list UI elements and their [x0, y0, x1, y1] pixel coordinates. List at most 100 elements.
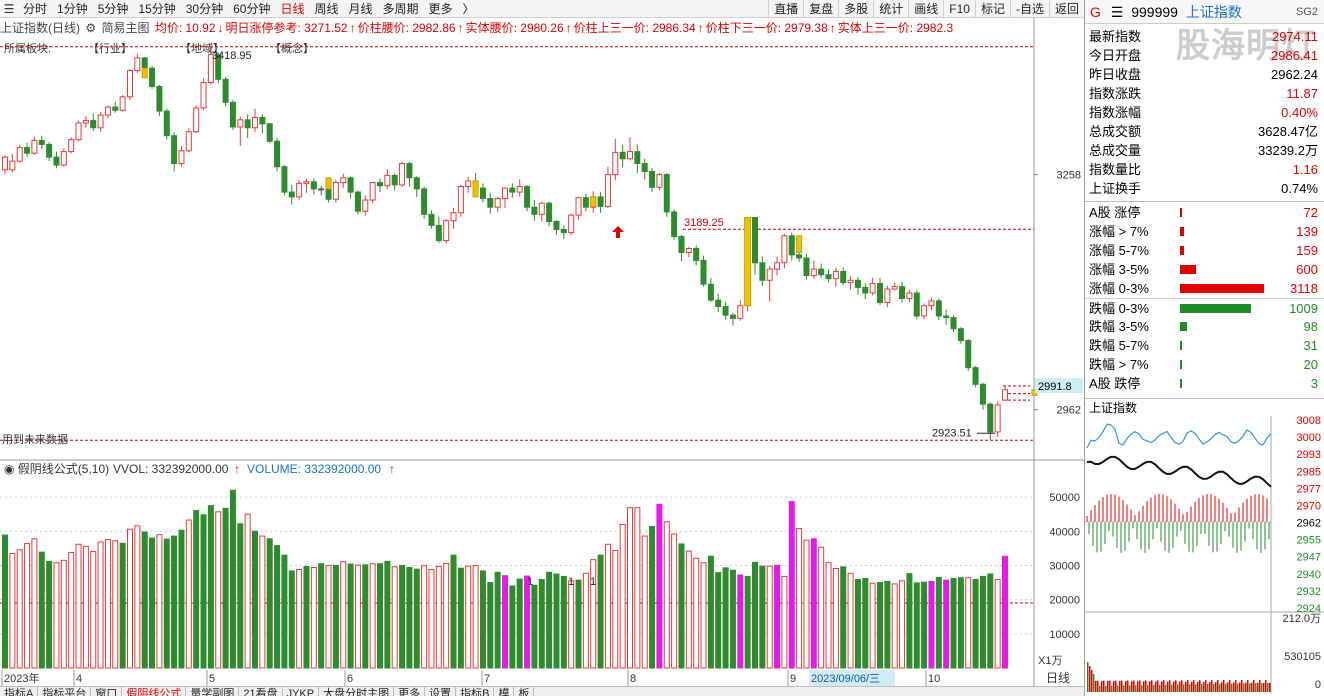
candle-body — [244, 119, 251, 129]
candle-body — [487, 197, 494, 208]
breadth-bar — [1180, 341, 1183, 350]
candle — [318, 185, 325, 196]
period-tab-7[interactable]: 周线 — [314, 2, 339, 16]
candle — [656, 173, 663, 191]
period-tab-4[interactable]: 30分钟 — [185, 2, 224, 16]
bottom-tab-12[interactable]: 板 — [514, 687, 535, 696]
volume-bar — [60, 559, 67, 669]
breadth-label: A股 跌停 — [1089, 376, 1141, 391]
candle — [119, 95, 126, 112]
mini-volume-bar — [1167, 681, 1169, 692]
volume-indicator-title: ◉ 假阴线公式(5,10) — [4, 462, 109, 476]
candle-body — [222, 78, 229, 103]
bottom-tab-10[interactable]: 指标B — [456, 687, 495, 696]
main-chart-name[interactable]: 简易主图 — [101, 21, 150, 35]
more-arrow-icon[interactable]: 〉 — [462, 2, 475, 16]
candle-body — [685, 247, 692, 253]
volume-bar — [384, 560, 391, 669]
mini-volume-bar — [1229, 680, 1231, 692]
volume-bar — [759, 565, 766, 669]
candle-body — [60, 151, 67, 166]
volume-bar — [244, 513, 251, 669]
mini-volume-bar — [1151, 680, 1153, 692]
candle-body — [134, 57, 141, 72]
bottom-tab-2[interactable]: 窗口 — [91, 687, 123, 696]
candle-body — [509, 187, 516, 193]
toolbar-button-5[interactable]: F10 — [943, 0, 975, 18]
toolbar-button-8[interactable]: 返回 — [1048, 0, 1084, 18]
menu-icon[interactable]: ☰ — [3, 2, 15, 16]
mini-volume-bar — [1219, 683, 1221, 692]
breadth-label: 跌幅 3-5% — [1089, 319, 1149, 334]
period-tab-2[interactable]: 5分钟 — [97, 2, 129, 16]
candle — [75, 120, 82, 142]
toolbar-button-6[interactable]: 标记 — [974, 0, 1010, 18]
candle — [972, 366, 979, 388]
period-tab-9[interactable]: 多周期 — [382, 2, 419, 16]
candle — [994, 401, 1001, 437]
period-tab-3[interactable]: 15分钟 — [138, 2, 176, 16]
toolbar-button-1[interactable]: 复盘 — [803, 0, 838, 18]
period-tab-6[interactable]: 日线 — [280, 2, 305, 16]
bottom-tab-8[interactable]: 更多 — [394, 687, 426, 696]
mini-volume-bar — [1265, 680, 1267, 692]
period-tab-5[interactable]: 60分钟 — [233, 2, 271, 16]
candle — [627, 137, 633, 161]
bottom-tab-6[interactable]: JYKP — [283, 687, 320, 696]
bottom-tab-1[interactable]: 指标平台 — [38, 687, 92, 696]
period-axis-label: 日线 — [1046, 671, 1070, 685]
mini-volume-bar — [1093, 674, 1095, 692]
mini-volume-bar — [1139, 680, 1141, 692]
candle — [90, 113, 97, 131]
intraday-mini-chart[interactable]: 3008 3000 2993 2985 2977 2970 2962 2955 2947 2940… — [1085, 416, 1324, 694]
toolbar-button-2[interactable]: 多股 — [838, 0, 873, 18]
mini-volume-bar — [1253, 680, 1255, 692]
candle-body — [112, 106, 119, 111]
breadth-row: 涨幅 > 7% 139 — [1085, 222, 1324, 241]
volume-bar — [641, 535, 648, 669]
mini-volume-bar — [1163, 680, 1165, 692]
breadth-label: 涨幅 3-5% — [1089, 262, 1149, 277]
buy-arrow-icon — [612, 226, 624, 238]
period-tab-1[interactable]: 1分钟 — [57, 2, 88, 16]
candle — [560, 225, 567, 239]
toolbar-button-7[interactable]: -自选 — [1009, 0, 1049, 18]
mini-volume-bar — [1091, 670, 1093, 692]
bottom-tab-4[interactable]: 量学副图 — [186, 687, 240, 696]
volume-bar — [112, 540, 119, 669]
mini-price-tick: 2932 — [1297, 586, 1321, 598]
candle-body — [193, 107, 200, 133]
menu-lines-icon[interactable]: ☰ — [1110, 4, 1124, 20]
candle-body — [582, 197, 589, 208]
gear-icon[interactable]: ⚙ — [85, 21, 97, 35]
period-tab-8[interactable]: 月线 — [348, 2, 373, 16]
bottom-tab-5[interactable]: 21看盘 — [239, 687, 283, 696]
bottom-tab-0[interactable]: 指标A — [0, 687, 39, 696]
volume-arrow: ↑ — [389, 462, 395, 476]
bottom-tab-9[interactable]: 设置 — [425, 687, 457, 696]
candle-body — [340, 177, 347, 184]
bottom-tab-11[interactable]: 模 — [494, 687, 515, 696]
candle-body — [612, 151, 619, 176]
candle-body — [53, 156, 60, 166]
sector-industry[interactable]: 【行业】 — [88, 42, 132, 55]
toolbar-button-0[interactable]: 直播 — [768, 0, 803, 18]
sector-region[interactable]: 【地域】 — [180, 42, 224, 55]
bottom-tab-3[interactable]: 假阴线公式 — [122, 687, 187, 696]
candle — [840, 267, 847, 286]
candle — [538, 201, 545, 222]
period-tab-0[interactable]: 分时 — [23, 2, 48, 16]
mini-volume-bar — [1269, 682, 1271, 692]
kline-chart[interactable]: 所属板块: 【行业】 【地域】 【概念】 3258 2962 3418.95 3189.25 2… — [0, 0, 1084, 686]
bottom-tab-7[interactable]: 大盘分时主图 — [319, 687, 395, 696]
toolbar-button-3[interactable]: 统计 — [873, 0, 908, 18]
volume-bar — [663, 521, 670, 669]
candle — [803, 254, 810, 280]
volume-bar — [913, 582, 920, 669]
period-tab-10[interactable]: 更多 — [428, 2, 453, 16]
candle-body — [9, 160, 16, 171]
toolbar-button-4[interactable]: 画线 — [908, 0, 943, 18]
volume-bar — [604, 543, 611, 669]
sector-concept[interactable]: 【概念】 — [270, 41, 314, 55]
mini-volume-bar — [1145, 680, 1147, 692]
